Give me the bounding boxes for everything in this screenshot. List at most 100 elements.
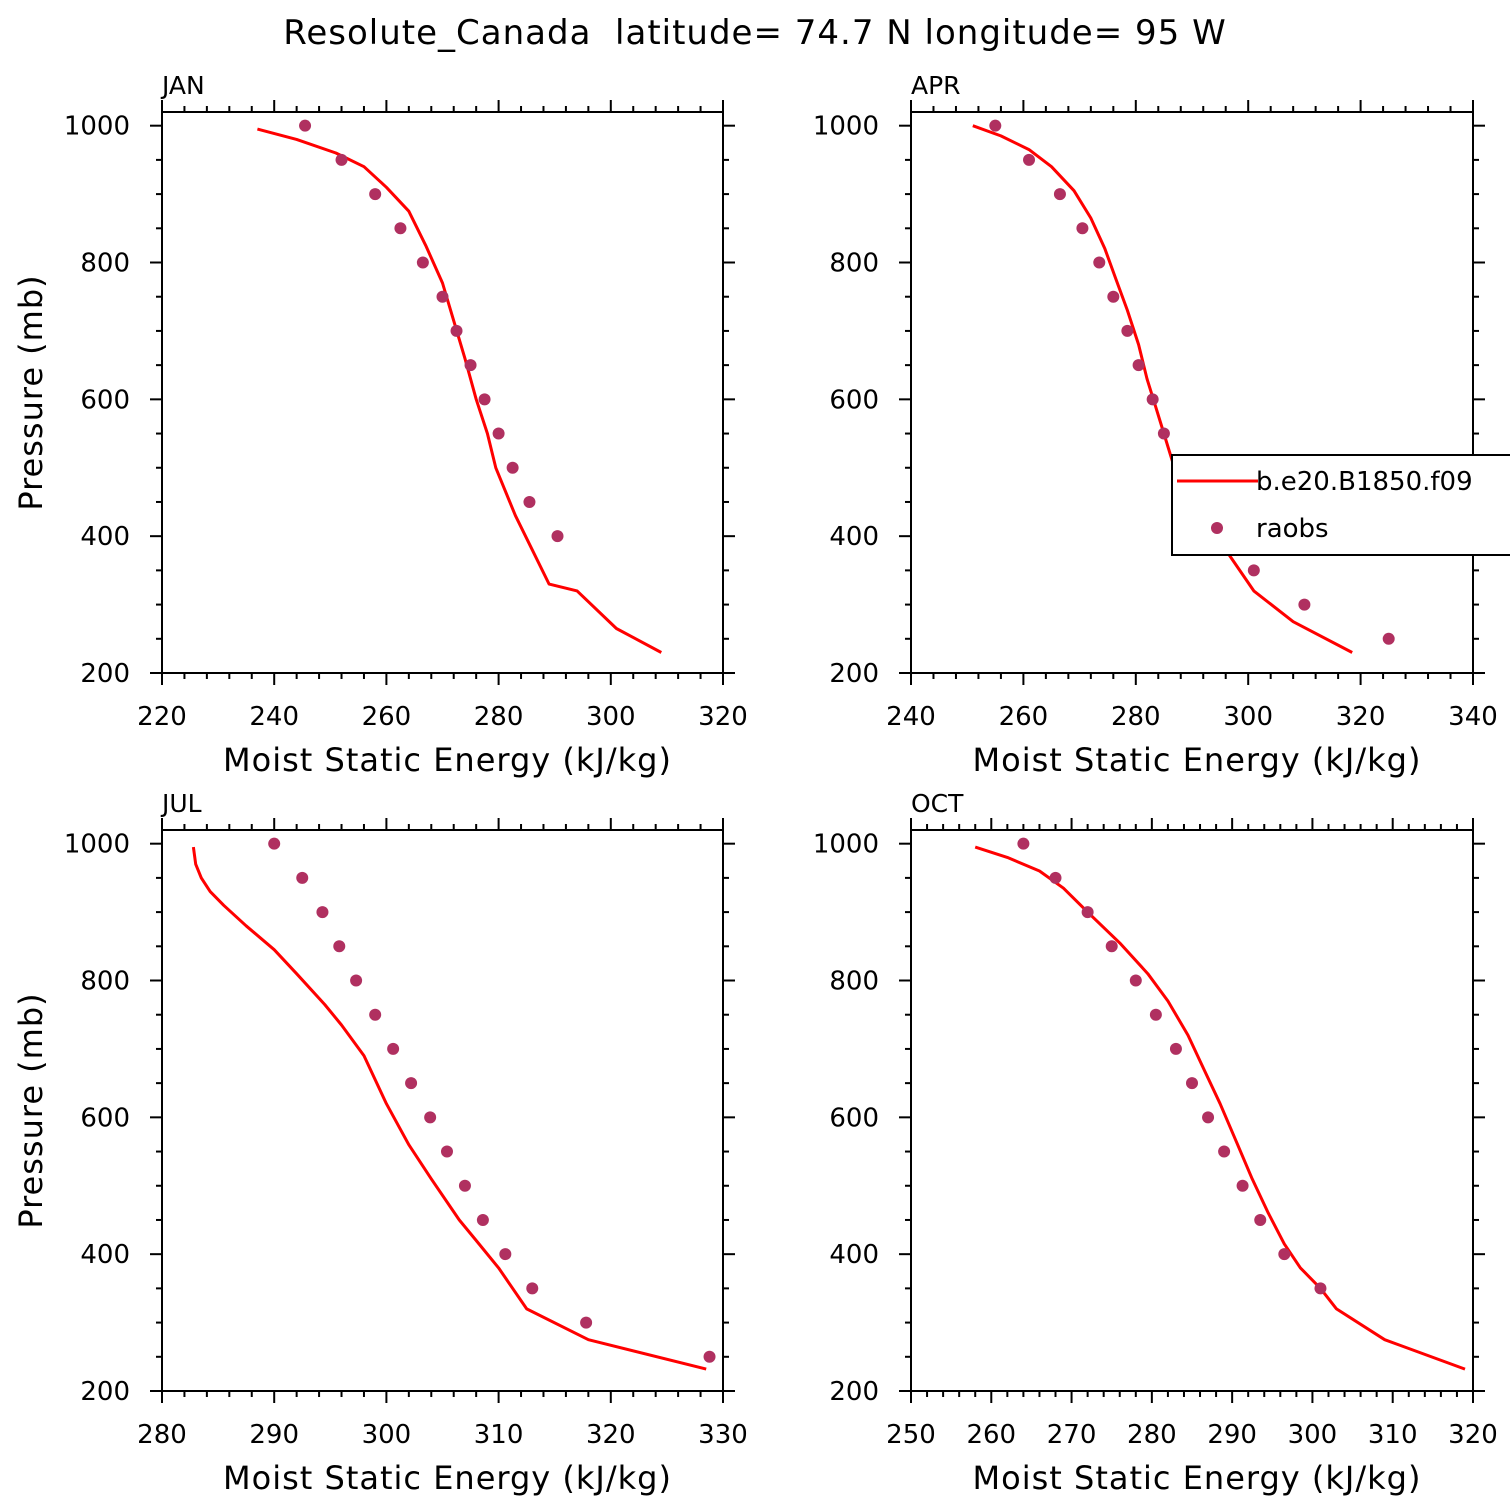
y-tick-label: 200 xyxy=(80,1377,130,1407)
y-tick-label: 800 xyxy=(829,967,879,997)
obs-point-jul xyxy=(405,1077,418,1090)
obs-point-jan xyxy=(299,119,312,132)
obs-point-jul xyxy=(350,974,363,987)
x-tick-label: 280 xyxy=(1111,702,1161,732)
figure-title: Resolute_Canada latitude= 74.7 N longitu… xyxy=(283,13,1226,53)
obs-point-jul xyxy=(296,871,309,884)
obs-point-jul xyxy=(703,1350,716,1363)
x-tick-label: 280 xyxy=(137,1420,187,1450)
obs-point-jul xyxy=(458,1179,471,1192)
panel-oct: 250 260 270 280 290 300 310 320 200 400 600 800 1000… xyxy=(813,789,1498,1497)
x-tick-label: 240 xyxy=(886,702,936,732)
x-tick-label: 300 xyxy=(586,702,636,732)
plot-frame-oct xyxy=(910,829,1474,1392)
data-layer-jul xyxy=(191,846,707,1371)
obs-point-apr xyxy=(1382,632,1395,645)
x-tick-label: 250 xyxy=(886,1420,936,1450)
y-tick-label: 200 xyxy=(80,659,130,689)
x-tick-label: 280 xyxy=(474,702,524,732)
x-tick-label: 340 xyxy=(1448,702,1498,732)
obs-point-oct xyxy=(1278,1248,1291,1261)
obs-point-apr xyxy=(1247,564,1260,577)
x-tick-label: 290 xyxy=(1207,1420,1257,1450)
obs-point-apr xyxy=(989,119,1002,132)
obs-point-apr xyxy=(1121,324,1134,337)
obs-point-oct xyxy=(1186,1077,1198,1090)
y-tick-label: 800 xyxy=(80,249,130,279)
x-tick-label: 220 xyxy=(137,702,187,732)
data-layer-apr xyxy=(972,124,1353,654)
panels: 220 240 260 280 300 320 200 400 600 800 1000 JAN Moi… xyxy=(12,71,1498,1497)
obs-point-oct xyxy=(1081,906,1094,919)
panel-label-apr: APR xyxy=(911,71,961,100)
obs-point-jan xyxy=(450,324,463,337)
obs-point-jan xyxy=(464,359,477,372)
y-axis-title: Pressure (mb) xyxy=(12,274,50,510)
x-tick-label: 260 xyxy=(999,702,1049,732)
legend-label-obs: raobs xyxy=(1256,514,1329,544)
x-tick-label: 260 xyxy=(966,1420,1016,1450)
obs-point-jul xyxy=(580,1316,593,1329)
x-tick-label: 290 xyxy=(249,1420,299,1450)
y-tick-label: 400 xyxy=(80,522,130,552)
obs-point-jul xyxy=(387,1042,400,1055)
obs-point-apr xyxy=(1132,359,1145,372)
obs-point-jul xyxy=(499,1248,512,1261)
y-tick-label: 400 xyxy=(829,522,879,552)
obs-point-apr xyxy=(1157,427,1170,440)
panel-jul: 280 290 300 310 320 330 200 400 600 800 1000 JUL Moi… xyxy=(12,789,748,1497)
x-tick-label: 260 xyxy=(362,702,412,732)
obs-point-jul xyxy=(526,1282,539,1295)
y-tick-label: 800 xyxy=(829,249,879,279)
obs-point-oct xyxy=(1218,1145,1231,1158)
obs-point-jan xyxy=(506,461,519,474)
y-tick-label: 800 xyxy=(80,967,130,997)
panel-label-oct: OCT xyxy=(911,789,964,818)
x-tick-label: 320 xyxy=(586,1420,636,1450)
y-tick-label: 400 xyxy=(829,1240,879,1270)
x-tick-label: 310 xyxy=(474,1420,524,1450)
x-axis-title: Moist Static Energy (kJ/kg) xyxy=(223,741,672,779)
plot-frame-jul xyxy=(161,829,724,1392)
data-layer-jan xyxy=(257,127,663,654)
x-tick-label: 330 xyxy=(698,1420,748,1450)
data-layer-oct xyxy=(974,845,1466,1371)
x-tick-label: 310 xyxy=(1368,1420,1418,1450)
x-tick-label: 320 xyxy=(1336,702,1386,732)
obs-point-jan xyxy=(369,188,382,201)
x-tick-label: 300 xyxy=(1288,1420,1338,1450)
x-tick-label: 270 xyxy=(1047,1420,1097,1450)
obs-point-apr xyxy=(1053,188,1066,201)
y-tick-label: 600 xyxy=(829,385,879,415)
obs-point-oct xyxy=(1254,1213,1267,1226)
x-tick-label: 280 xyxy=(1127,1420,1177,1450)
obs-point-oct xyxy=(1169,1042,1182,1055)
obs-point-jan xyxy=(478,393,491,406)
x-axis-title: Moist Static Energy (kJ/kg) xyxy=(223,1459,672,1497)
x-tick-label: 240 xyxy=(249,702,299,732)
legend-label-model: b.e20.B1850.f09 xyxy=(1256,467,1473,497)
panel-apr: 240 260 280 300 320 340 200 400 600 800 1000 APR Moi… xyxy=(813,71,1498,779)
obs-point-jan xyxy=(492,427,505,440)
obs-point-jan xyxy=(335,153,348,166)
y-tick-label: 600 xyxy=(80,385,130,415)
y-axis-title: Pressure (mb) xyxy=(12,992,50,1228)
y-tick-label: 400 xyxy=(80,1240,130,1270)
y-tick-label: 200 xyxy=(829,1377,879,1407)
panel-label-jul: JUL xyxy=(160,789,202,818)
y-tick-label: 200 xyxy=(829,659,879,689)
model-line-jan xyxy=(257,127,663,654)
x-tick-label: 320 xyxy=(698,702,748,732)
x-tick-label: 300 xyxy=(1223,702,1273,732)
obs-point-oct xyxy=(1105,940,1118,953)
obs-point-apr xyxy=(1146,393,1159,406)
y-tick-label: 1000 xyxy=(64,830,130,860)
legend-box xyxy=(1171,454,1510,556)
obs-point-oct xyxy=(1236,1179,1249,1192)
obs-point-oct xyxy=(1017,837,1030,850)
obs-point-jan xyxy=(416,256,429,269)
x-axis-title: Moist Static Energy (kJ/kg) xyxy=(973,741,1422,779)
legend-dot-swatch xyxy=(1211,522,1223,534)
obs-point-apr xyxy=(1076,222,1089,235)
obs-point-oct xyxy=(1129,974,1142,987)
